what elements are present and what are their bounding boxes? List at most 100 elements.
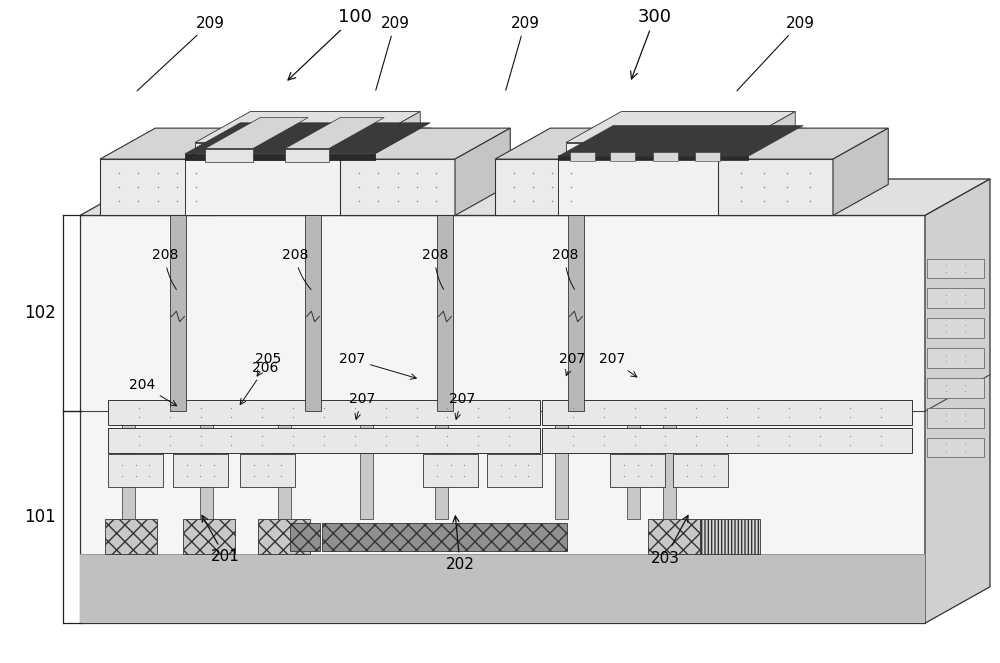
Bar <box>927 259 984 278</box>
Text: 207: 207 <box>339 352 416 379</box>
Bar <box>555 411 568 519</box>
Polygon shape <box>925 179 990 623</box>
Bar <box>195 143 365 159</box>
Text: 201: 201 <box>202 516 239 564</box>
Polygon shape <box>205 117 308 149</box>
Text: 209: 209 <box>737 16 814 91</box>
Bar <box>305 215 321 411</box>
Bar <box>205 149 253 162</box>
Bar <box>183 519 235 554</box>
Bar <box>566 143 740 159</box>
Polygon shape <box>185 128 430 159</box>
Text: 209: 209 <box>376 16 410 90</box>
Polygon shape <box>215 128 270 215</box>
Bar <box>285 149 329 162</box>
Bar <box>542 400 912 425</box>
Text: 209: 209 <box>137 16 224 91</box>
Bar <box>122 411 135 519</box>
Ellipse shape <box>228 189 302 209</box>
Text: 209: 209 <box>506 16 540 90</box>
Polygon shape <box>340 128 510 159</box>
Text: 207: 207 <box>449 392 475 419</box>
Bar <box>695 152 720 161</box>
Bar <box>185 159 375 215</box>
Bar <box>927 408 984 428</box>
Bar <box>360 411 373 519</box>
Bar <box>663 411 676 519</box>
Bar <box>105 519 157 554</box>
Bar <box>927 438 984 457</box>
Bar <box>570 152 595 161</box>
Bar <box>435 411 448 519</box>
Bar <box>927 348 984 368</box>
Bar <box>437 215 453 411</box>
Bar <box>80 554 925 623</box>
Polygon shape <box>185 123 430 154</box>
Bar <box>927 378 984 398</box>
Polygon shape <box>718 128 888 159</box>
Bar <box>258 519 310 554</box>
Polygon shape <box>455 128 510 215</box>
Bar <box>200 411 213 519</box>
Text: 100: 100 <box>288 7 372 80</box>
Text: 208: 208 <box>282 248 311 290</box>
Polygon shape <box>590 128 645 215</box>
Text: 207: 207 <box>599 352 637 377</box>
Bar <box>108 454 163 487</box>
Polygon shape <box>740 111 795 159</box>
Ellipse shape <box>538 189 612 209</box>
Text: 204: 204 <box>129 377 177 406</box>
Polygon shape <box>375 128 430 215</box>
Bar <box>610 454 665 487</box>
Bar <box>185 154 375 160</box>
Bar <box>495 159 590 215</box>
Text: 207: 207 <box>559 352 585 375</box>
Bar <box>322 523 567 551</box>
Bar <box>673 454 728 487</box>
Bar <box>108 428 540 453</box>
Bar <box>927 318 984 338</box>
Polygon shape <box>566 111 795 143</box>
Bar <box>648 519 700 554</box>
Bar <box>542 428 912 453</box>
Bar <box>240 454 295 487</box>
Text: 208: 208 <box>152 248 178 290</box>
Text: 300: 300 <box>631 7 672 79</box>
Text: 101: 101 <box>24 509 56 526</box>
Bar <box>653 152 678 161</box>
Polygon shape <box>558 128 803 159</box>
Bar <box>558 159 748 215</box>
Text: 102: 102 <box>24 304 56 322</box>
Polygon shape <box>495 128 645 159</box>
Polygon shape <box>833 128 888 215</box>
Bar <box>278 411 291 519</box>
Bar <box>290 523 320 551</box>
Bar <box>423 454 478 487</box>
Bar <box>487 454 542 487</box>
Polygon shape <box>365 111 420 159</box>
Bar <box>100 159 215 215</box>
Bar <box>700 519 760 554</box>
Text: 202: 202 <box>446 516 474 572</box>
Polygon shape <box>100 128 270 159</box>
Bar <box>173 454 228 487</box>
Polygon shape <box>748 128 803 215</box>
Polygon shape <box>80 179 990 215</box>
Bar <box>718 159 833 215</box>
Text: 208: 208 <box>422 248 448 289</box>
Polygon shape <box>195 111 420 143</box>
Bar <box>610 152 635 161</box>
Bar <box>568 215 584 411</box>
Bar <box>558 155 748 160</box>
Bar <box>340 159 455 215</box>
Text: 208: 208 <box>552 248 578 289</box>
Text: 205: 205 <box>255 352 281 376</box>
Bar <box>108 400 540 425</box>
Text: 207: 207 <box>349 392 375 419</box>
Bar <box>170 215 186 411</box>
Bar <box>80 215 925 623</box>
Polygon shape <box>558 125 803 156</box>
Text: 206: 206 <box>240 361 278 404</box>
Bar <box>627 411 640 519</box>
Polygon shape <box>285 117 384 149</box>
